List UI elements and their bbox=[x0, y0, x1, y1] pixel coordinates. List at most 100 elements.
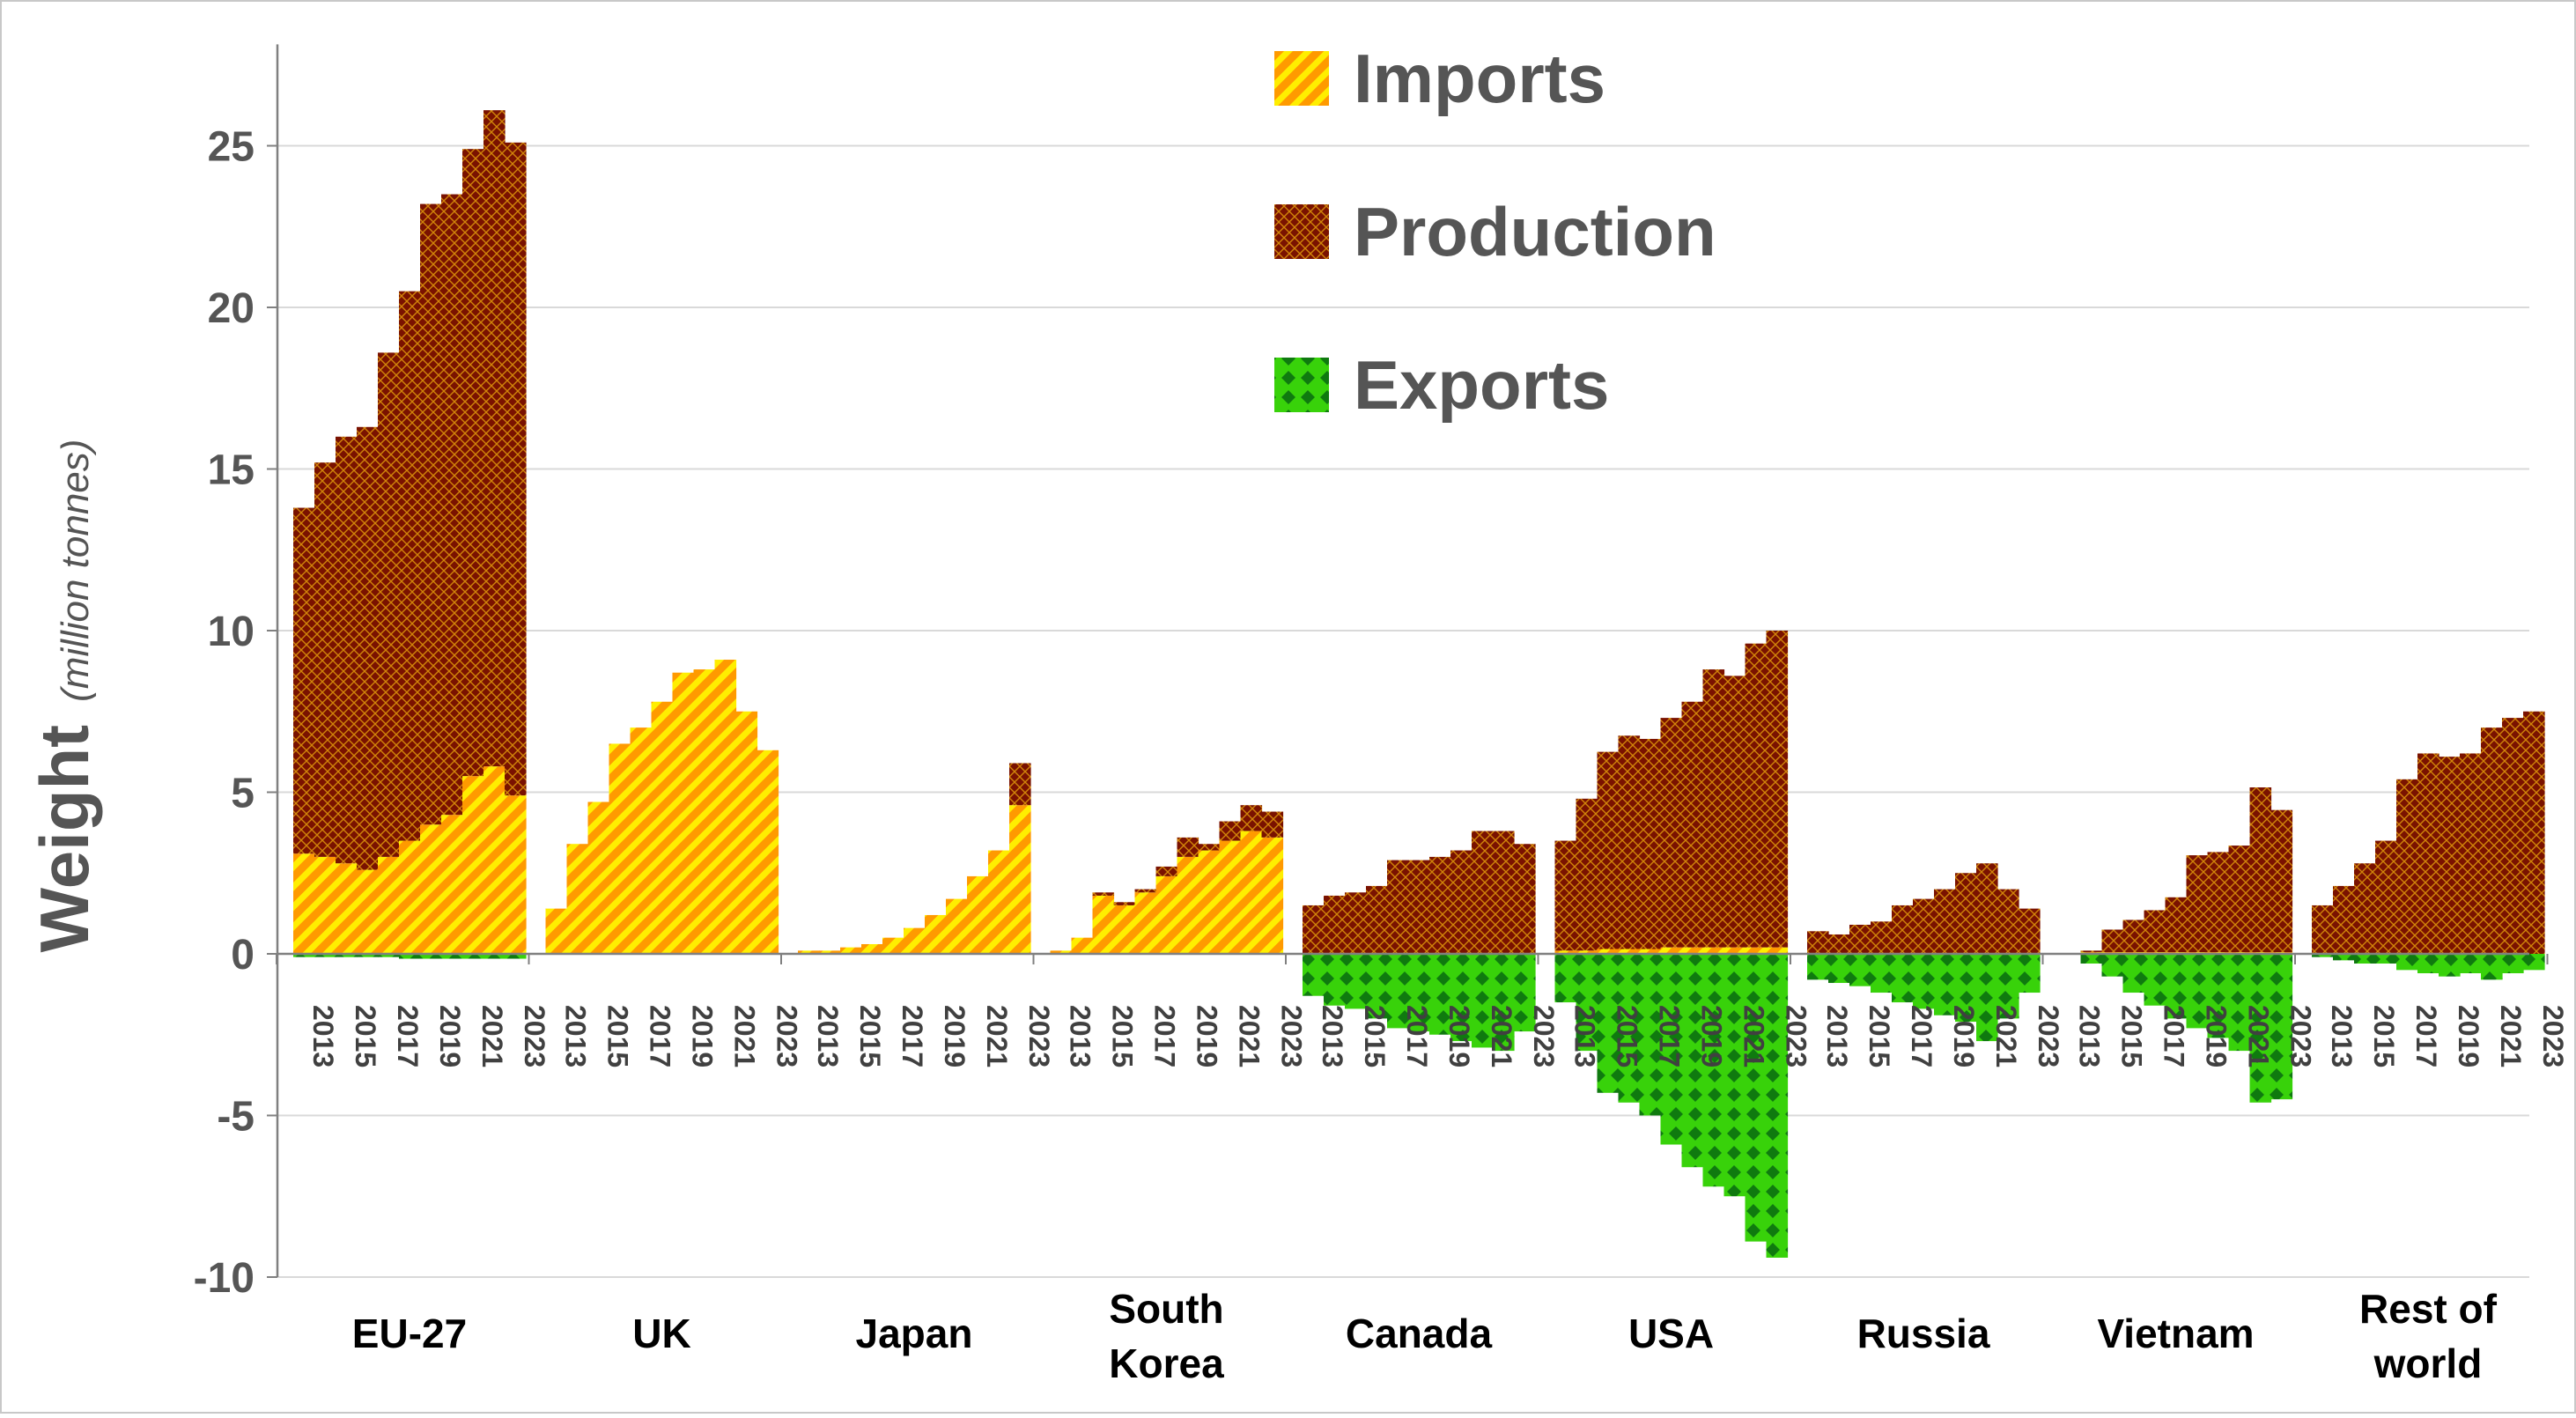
bar-exports bbox=[2312, 954, 2334, 957]
bar-group bbox=[2080, 787, 2293, 1103]
bar-production bbox=[399, 291, 421, 841]
bar-imports bbox=[1261, 837, 1284, 954]
bar-exports bbox=[1660, 954, 1683, 1145]
bar-imports bbox=[735, 711, 758, 954]
bar-production bbox=[2207, 852, 2230, 953]
bar-exports bbox=[2019, 954, 2041, 993]
bar-exports bbox=[1871, 954, 1893, 993]
bar-imports bbox=[1177, 856, 1199, 954]
y-tick-label: -10 bbox=[194, 1255, 255, 1302]
bar-imports bbox=[505, 795, 527, 954]
bar-exports bbox=[1997, 954, 2019, 1019]
bar-production bbox=[2439, 757, 2461, 954]
bar-exports bbox=[1303, 954, 1325, 996]
bar-exports bbox=[2396, 954, 2418, 971]
year-tick-label: 2015 bbox=[1612, 1005, 1643, 1067]
y-tick-label: 25 bbox=[208, 124, 255, 171]
y-tick-label: 0 bbox=[231, 932, 255, 979]
bar-imports bbox=[819, 950, 841, 954]
bar-exports bbox=[314, 954, 336, 957]
bar-imports bbox=[630, 727, 653, 954]
year-tick-label: 2013 bbox=[812, 1005, 844, 1067]
bar-exports bbox=[2502, 954, 2524, 974]
bar-exports bbox=[2460, 954, 2482, 974]
bar-exports bbox=[378, 954, 400, 957]
bar-exports bbox=[1934, 954, 1956, 1015]
bar-production bbox=[1660, 718, 1683, 948]
bar-exports bbox=[1429, 954, 1451, 1035]
year-tick-label: 2013 bbox=[1317, 1005, 1348, 1067]
year-tick-label: 2023 bbox=[771, 1005, 803, 1067]
year-tick-label: 2023 bbox=[2033, 1005, 2064, 1067]
year-tick-label: 2023 bbox=[1781, 1005, 1812, 1067]
bar-exports bbox=[483, 954, 506, 959]
bar-imports bbox=[925, 914, 947, 954]
bar-production bbox=[1828, 934, 1850, 954]
bar-group bbox=[798, 763, 1031, 954]
bar-exports bbox=[2354, 954, 2376, 964]
legend-swatch bbox=[1274, 358, 1329, 412]
category-label: South Korea bbox=[1109, 1286, 1224, 1386]
year-tick-label: 2019 bbox=[687, 1005, 719, 1067]
bar-exports bbox=[1324, 954, 1346, 1006]
bar-exports bbox=[505, 954, 527, 959]
bar-production bbox=[1723, 676, 1746, 948]
bar-production bbox=[505, 142, 527, 796]
bar-exports bbox=[1955, 954, 1977, 1023]
bar-production bbox=[1198, 844, 1221, 851]
year-tick-label: 2017 bbox=[897, 1005, 928, 1067]
bar-exports bbox=[2249, 954, 2272, 1103]
year-tick-label: 2013 bbox=[560, 1005, 592, 1067]
year-tick-label: 2015 bbox=[2116, 1005, 2148, 1067]
bar-production bbox=[2080, 950, 2103, 953]
bar-exports bbox=[1892, 954, 1914, 1003]
bar-production bbox=[462, 149, 484, 777]
bar-production bbox=[1807, 931, 1829, 954]
bar-production bbox=[1976, 863, 1998, 954]
bar-production bbox=[2101, 929, 2124, 953]
bar-imports bbox=[693, 669, 716, 954]
bar-production bbox=[1997, 889, 2019, 954]
year-tick-label: 2019 bbox=[1192, 1005, 1223, 1067]
bar-imports bbox=[1639, 949, 1662, 954]
svg-text:Weight(million tonnes): Weight (million tonnes) bbox=[26, 439, 103, 953]
bar-production bbox=[314, 462, 336, 857]
year-tick-label: 2019 bbox=[1948, 1005, 1980, 1067]
bar-imports bbox=[882, 937, 904, 954]
year-tick-label: 2017 bbox=[1654, 1005, 1686, 1067]
bar-production bbox=[1618, 735, 1641, 949]
bar-exports bbox=[2270, 954, 2293, 1100]
bar-production bbox=[1934, 889, 1956, 954]
bar-exports bbox=[2417, 954, 2439, 974]
year-tick-label: 2017 bbox=[1906, 1005, 1938, 1067]
year-tick-label: 2023 bbox=[519, 1005, 550, 1067]
category-label: USA bbox=[1628, 1311, 1714, 1356]
year-tick-label: 2013 bbox=[1821, 1005, 1853, 1067]
bar-production bbox=[2502, 718, 2524, 954]
bar-imports bbox=[651, 701, 674, 954]
bar-production bbox=[441, 194, 463, 816]
bar-imports bbox=[314, 856, 336, 954]
bar-production bbox=[2122, 919, 2145, 953]
bar-exports bbox=[2101, 954, 2124, 977]
bar-production bbox=[293, 507, 315, 854]
bar-imports bbox=[1092, 895, 1115, 954]
bar-imports bbox=[420, 824, 442, 954]
bar-group bbox=[1303, 831, 1536, 1052]
bar-imports bbox=[1554, 950, 1577, 954]
category-label: Vietnam bbox=[2097, 1311, 2254, 1356]
year-tick-label: 2019 bbox=[1696, 1005, 1728, 1067]
bar-imports bbox=[587, 801, 610, 954]
bar-imports bbox=[336, 863, 358, 954]
bar-imports bbox=[1766, 947, 1789, 954]
bar-production bbox=[2375, 840, 2397, 954]
bar-imports bbox=[1576, 950, 1598, 954]
year-tick-labels: 2013 2015 2017 2019 2021 2023 2013 2015 2017 2019… bbox=[307, 1005, 2569, 1067]
year-tick-label: 2023 bbox=[1276, 1005, 1308, 1067]
y-axis-unit: (million tonnes) bbox=[54, 439, 97, 702]
year-tick-label: 2021 bbox=[1738, 1005, 1770, 1067]
bar-exports bbox=[1702, 954, 1725, 1187]
year-tick-label: 2021 bbox=[981, 1005, 1013, 1067]
bar-exports bbox=[462, 954, 484, 959]
